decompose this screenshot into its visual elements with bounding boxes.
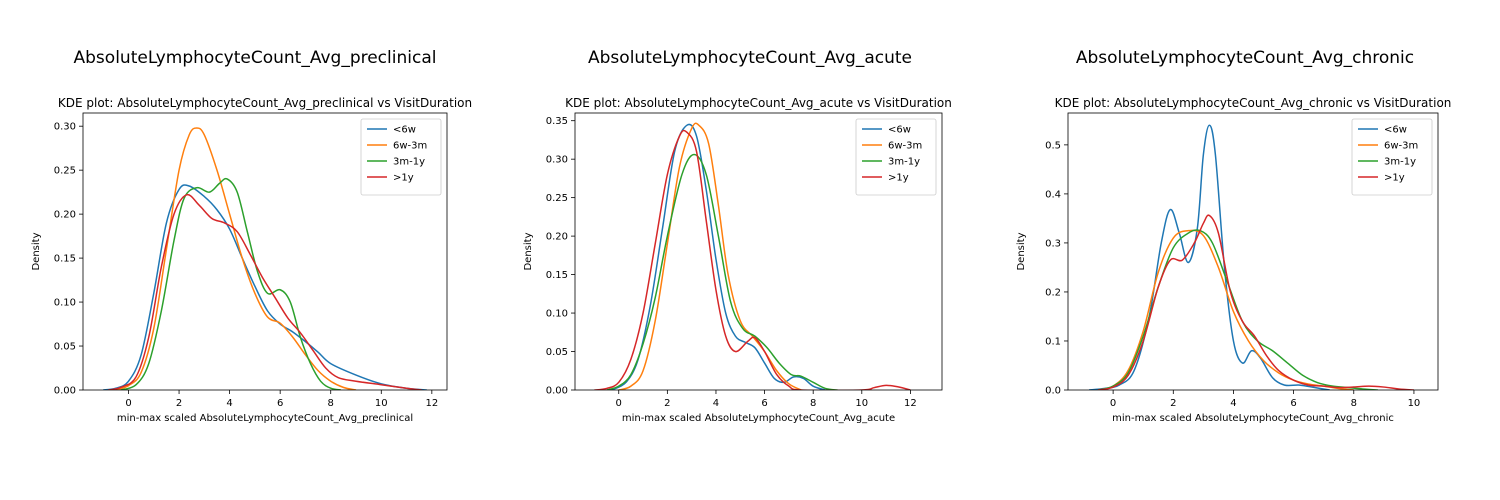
legend: <6w 6w-3m 3m-1y >1y (855, 118, 937, 196)
x-tick-label: 6 (277, 398, 283, 409)
y-tick-label: 0.20 (54, 210, 76, 221)
series-line-6w (103, 184, 427, 390)
legend-label: >1y (393, 173, 414, 184)
series-line-6w-3m (1097, 229, 1354, 390)
series-group (1088, 124, 1414, 390)
legend-label: 6w-3m (393, 141, 427, 152)
legend-label: <6w (1384, 125, 1407, 136)
legend-box (855, 118, 937, 196)
subplot-suptitle: AbsoluteLymphocyteCount_Avg_chronic (1076, 48, 1414, 68)
axes-title: KDE plot: AbsoluteLymphocyteCount_Avg_ch… (1055, 96, 1452, 110)
subplot-suptitle: AbsoluteLymphocyteCount_Avg_preclinical (74, 48, 437, 68)
y-tick-label: 0.05 (546, 347, 568, 358)
y-tick-label: 0.30 (546, 155, 568, 166)
x-axis-label: min-max scaled AbsoluteLymphocyteCount_A… (1112, 413, 1394, 424)
subplot-1: AbsoluteLymphocyteCount_Avg_preclinical K… (31, 48, 472, 424)
y-tick-label: 0.00 (54, 386, 76, 397)
legend-label: <6w (888, 125, 911, 136)
legend-label: 3m-1y (393, 157, 425, 168)
axes-title: KDE plot: AbsoluteLymphocyteCount_Avg_ac… (565, 96, 952, 110)
x-axis-label: min-max scaled AbsoluteLymphocyteCount_A… (622, 413, 895, 424)
y-tick-label: 0.25 (546, 193, 568, 204)
y-tick-label: 0.10 (546, 309, 568, 320)
x-tick-label: 4 (226, 398, 232, 409)
series-line-6w-3m (618, 122, 802, 390)
x-tick-label: 10 (1408, 398, 1421, 409)
x-tick-label: 4 (713, 398, 719, 409)
series-line-3m-1y (606, 153, 838, 390)
x-tick-label: 2 (1170, 398, 1176, 409)
y-tick-label: 0.25 (54, 166, 76, 177)
legend-label: 3m-1y (888, 157, 920, 168)
legend-label: >1y (1384, 173, 1405, 184)
x-tick-label: 0 (125, 398, 131, 409)
y-tick-label: 0.4 (1045, 189, 1061, 200)
y-tick-label: 0.2 (1045, 287, 1061, 298)
legend-label: 6w-3m (888, 141, 922, 152)
axes-frame (82, 112, 448, 391)
x-tick-label: 12 (425, 398, 438, 409)
legend-box (1351, 118, 1433, 196)
y-tick-label: 0.5 (1045, 140, 1061, 151)
x-tick-label: 4 (1230, 398, 1236, 409)
y-tick-label: 0.0 (1045, 386, 1061, 397)
axes-frame (1067, 112, 1439, 391)
axes-title: KDE plot: AbsoluteLymphocyteCount_Avg_pr… (58, 96, 472, 110)
y-tick-label: 0.15 (54, 254, 76, 265)
series-group (594, 122, 911, 390)
series-line-3m-1y (120, 177, 341, 390)
series-line-1y (594, 129, 911, 390)
legend-label: <6w (393, 125, 416, 136)
series-line-1y (1097, 214, 1414, 390)
series-line-1y (108, 193, 422, 390)
x-tick-label: 8 (810, 398, 816, 409)
x-tick-label: 0 (1110, 398, 1116, 409)
x-tick-label: 6 (761, 398, 767, 409)
y-tick-label: 0.1 (1045, 336, 1061, 347)
subplot-suptitle: AbsoluteLymphocyteCount_Avg_acute (588, 48, 912, 68)
y-tick-label: 0.20 (546, 232, 568, 243)
legend-label: >1y (888, 173, 909, 184)
y-axis-label: Density (523, 232, 534, 270)
y-tick-label: 0.05 (54, 342, 76, 353)
x-tick-label: 6 (1290, 398, 1296, 409)
y-axis-label: Density (31, 232, 42, 270)
axes-frame (574, 112, 943, 391)
y-tick-label: 0.3 (1045, 238, 1061, 249)
subplot-3: AbsoluteLymphocyteCount_Avg_chronic KDE p… (1016, 48, 1451, 424)
series-line-6w (611, 123, 826, 390)
y-tick-label: 0.15 (546, 270, 568, 281)
y-tick-label: 0.30 (54, 122, 76, 133)
y-axis-label: Density (1016, 232, 1027, 270)
x-tick-label: 2 (664, 398, 670, 409)
x-axis-label: min-max scaled AbsoluteLymphocyteCount_A… (117, 413, 413, 424)
x-tick-label: 10 (855, 398, 868, 409)
series-group (103, 127, 427, 390)
x-tick-label: 8 (1351, 398, 1357, 409)
legend-box (360, 118, 442, 196)
y-tick-label: 0.00 (546, 386, 568, 397)
y-tick-label: 0.10 (54, 298, 76, 309)
legend: <6w 6w-3m 3m-1y >1y (360, 118, 442, 196)
legend-label: 3m-1y (1384, 157, 1416, 168)
x-tick-label: 0 (616, 398, 622, 409)
series-line-6w-3m (115, 127, 357, 390)
y-tick-label: 0.35 (546, 116, 568, 127)
x-tick-label: 2 (176, 398, 182, 409)
subplot-2: AbsoluteLymphocyteCount_Avg_acute KDE plo… (523, 48, 952, 424)
legend: <6w 6w-3m 3m-1y >1y (1351, 118, 1433, 196)
legend-label: 6w-3m (1384, 141, 1418, 152)
series-line-6w (1088, 124, 1330, 390)
x-tick-label: 12 (904, 398, 917, 409)
x-tick-label: 10 (375, 398, 388, 409)
series-line-3m-1y (1097, 229, 1378, 390)
x-tick-label: 8 (328, 398, 334, 409)
